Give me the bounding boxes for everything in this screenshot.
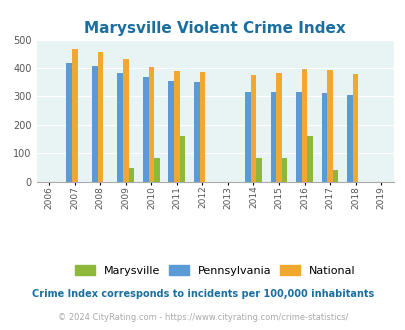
Legend: Marysville, Pennsylvania, National: Marysville, Pennsylvania, National xyxy=(70,261,359,280)
Bar xyxy=(199,72,205,182)
Bar xyxy=(307,136,312,182)
Bar xyxy=(117,73,123,182)
Bar xyxy=(92,66,97,182)
Bar xyxy=(256,158,261,182)
Text: © 2024 CityRating.com - https://www.cityrating.com/crime-statistics/: © 2024 CityRating.com - https://www.city… xyxy=(58,313,347,322)
Bar xyxy=(326,70,332,182)
Bar xyxy=(321,93,326,182)
Bar xyxy=(194,82,199,182)
Bar xyxy=(332,170,338,182)
Bar xyxy=(154,158,160,182)
Bar xyxy=(270,91,275,182)
Bar xyxy=(123,59,128,182)
Bar xyxy=(148,67,154,182)
Bar xyxy=(72,49,77,182)
Bar xyxy=(275,73,281,182)
Bar xyxy=(281,158,287,182)
Bar xyxy=(66,63,72,182)
Bar xyxy=(128,168,134,182)
Bar xyxy=(143,77,148,182)
Bar xyxy=(245,91,250,182)
Title: Marysville Violent Crime Index: Marysville Violent Crime Index xyxy=(84,21,345,36)
Bar xyxy=(346,95,352,182)
Bar xyxy=(250,75,256,182)
Bar xyxy=(97,52,103,182)
Bar xyxy=(352,74,358,182)
Bar xyxy=(179,136,185,182)
Bar xyxy=(174,71,179,182)
Bar xyxy=(295,91,301,182)
Bar xyxy=(168,81,174,182)
Bar xyxy=(301,69,307,182)
Text: Crime Index corresponds to incidents per 100,000 inhabitants: Crime Index corresponds to incidents per… xyxy=(32,289,373,299)
